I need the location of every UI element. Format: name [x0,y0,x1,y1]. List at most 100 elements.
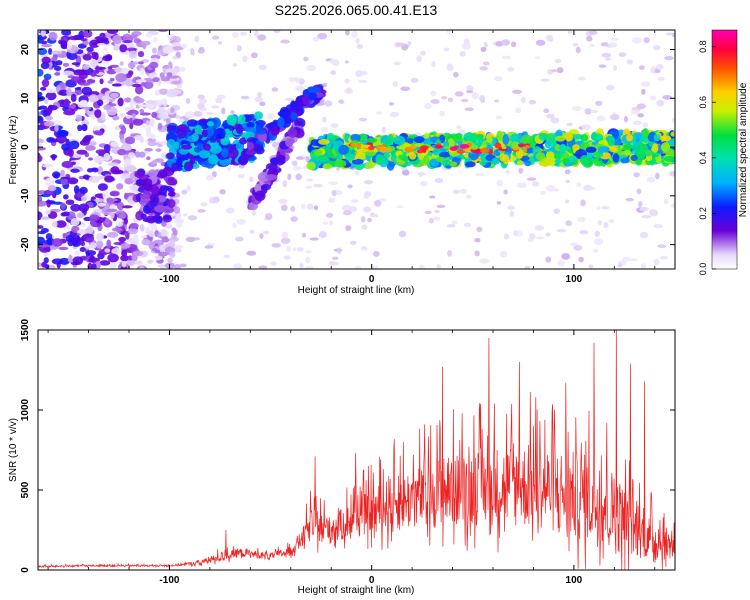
spectral-blob [344,30,350,36]
spectral-blob [534,56,541,60]
spectral-blob [513,230,518,236]
spectral-blob [235,123,244,135]
spectral-blob [95,65,100,74]
spectral-blob [518,167,524,174]
spectral-blob [91,51,97,60]
spectral-blob [169,190,176,197]
spectral-blob [642,127,649,139]
spectral-blob [401,169,410,176]
spectral-blob [38,36,44,44]
spectral-blob [110,92,119,98]
spectral-blob [265,213,273,220]
spectral-blob [459,143,470,149]
spectral-blob [393,135,406,145]
spectral-blob [70,218,80,226]
spectral-blob [517,143,525,148]
spectral-blob [269,157,281,165]
spectral-blob [620,157,630,164]
spectral-blob [51,171,61,179]
spectral-blob [38,147,46,151]
spectral-blob [145,120,151,126]
spectral-blob [53,65,62,71]
spectral-blob [40,193,51,198]
spectral-blob [410,77,419,83]
spectral-blob [454,91,464,97]
spectral-blob [240,31,248,36]
spectral-blob [93,155,105,164]
spectral-blob [626,134,633,142]
spectral-blob [232,222,237,229]
spectral-blob [496,201,502,205]
spectral-blob [396,205,404,209]
spectral-blob [543,108,550,114]
spectral-blob [225,207,235,214]
spectral-blob [171,46,184,51]
spectral-blob [154,255,163,261]
spectral-blob [381,126,387,134]
spectral-blob [67,132,73,137]
spectral-blob [81,123,88,132]
spectral-blob [117,149,127,156]
spectral-blob [545,232,551,237]
spectral-blob [161,98,167,103]
spectral-blob [503,233,510,240]
spectral-blob [43,73,52,81]
spectral-blob [139,137,145,143]
colorbar-ticks: 0.0 0.2 0.4 0.6 0.8 [698,40,716,275]
spectral-blob [154,205,166,213]
spectral-blob [454,133,463,139]
spectral-blob [434,145,444,149]
spectral-blob [115,221,124,227]
spectral-blob [160,229,168,237]
spectral-blob [38,230,46,235]
spectral-blob [154,89,160,96]
spectral-blob [586,35,593,42]
spectral-blob [625,197,634,202]
spectral-blob [618,52,627,57]
spectral-blob [466,85,474,92]
spectral-blob [41,56,51,64]
spectral-blob [526,177,537,181]
spectral-blob [60,176,70,180]
spectral-blob [117,97,124,107]
spectral-blob [641,88,646,95]
spectral-blob [623,116,629,123]
spectral-blob [639,231,649,239]
spectral-blob [221,147,229,158]
spectral-blob [265,174,278,181]
spectral-blob [320,126,329,133]
spectral-blob [630,154,638,162]
spectral-blob [81,197,87,202]
spectral-blob [259,233,264,239]
spectral-blob [249,229,255,234]
spectral-blob [639,206,649,212]
spectral-blob [215,97,223,104]
spectral-blob [139,112,151,116]
spectral-blob [90,72,97,77]
spectral-blob [403,143,411,147]
spectral-blob [257,171,269,182]
spectral-blob [459,188,468,194]
spectral-blob [290,112,298,121]
spectral-blob [41,261,47,268]
spectral-blob [307,91,318,101]
spectral-blob [120,254,129,262]
spectral-blob [141,234,148,239]
spectral-blob [95,208,103,213]
spectral-blob [532,181,540,187]
spectral-blob [597,146,605,154]
spectral-blob [166,72,173,77]
spectral-blob [70,93,77,103]
spectrogram-xtick-label: 0 [369,274,375,285]
spectral-blob [540,78,550,82]
spectral-blob [145,100,157,104]
spectral-blob [588,264,594,269]
spectral-blob [642,122,649,128]
spectral-blob [63,110,76,116]
spectral-blob [82,174,90,180]
spectral-blob [102,55,112,62]
spectral-blob [88,157,94,161]
spectral-blob [517,182,527,188]
spectral-blob [103,47,108,52]
spectral-blob [171,55,178,60]
